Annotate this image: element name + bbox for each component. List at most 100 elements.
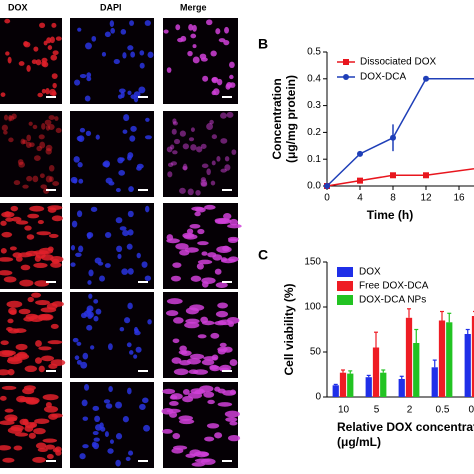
cell bbox=[179, 187, 186, 194]
cell bbox=[116, 245, 123, 253]
cell bbox=[5, 217, 14, 222]
cell bbox=[93, 315, 99, 322]
cell bbox=[41, 355, 55, 362]
bar bbox=[372, 347, 380, 397]
cell bbox=[24, 365, 37, 373]
cell bbox=[32, 175, 39, 183]
cell bbox=[74, 79, 81, 86]
cell bbox=[206, 423, 220, 429]
cell bbox=[120, 28, 127, 35]
cell bbox=[142, 397, 149, 404]
cell bbox=[6, 327, 13, 332]
cell bbox=[110, 27, 115, 34]
cell bbox=[192, 24, 197, 32]
cell bbox=[113, 58, 120, 65]
cell bbox=[182, 143, 189, 150]
cell bbox=[101, 51, 107, 57]
cell bbox=[52, 447, 60, 453]
bar bbox=[464, 334, 471, 397]
cell bbox=[122, 52, 127, 59]
cell bbox=[139, 62, 145, 69]
cell bbox=[187, 50, 193, 57]
cell bbox=[122, 229, 129, 237]
y-tick-label: 0 bbox=[315, 392, 321, 403]
cell bbox=[166, 310, 179, 317]
cell bbox=[210, 180, 216, 186]
bar bbox=[413, 343, 420, 397]
cell bbox=[25, 397, 40, 404]
cell bbox=[217, 319, 233, 326]
cell bbox=[94, 257, 102, 264]
cell bbox=[124, 317, 131, 324]
cell bbox=[33, 155, 41, 161]
cell bbox=[175, 243, 189, 250]
cell bbox=[179, 249, 190, 256]
cell bbox=[201, 281, 209, 288]
cell bbox=[31, 292, 42, 298]
cell bbox=[127, 302, 133, 310]
cell bbox=[229, 421, 238, 426]
cell bbox=[201, 359, 215, 366]
cell bbox=[214, 386, 221, 392]
cell bbox=[15, 220, 29, 225]
cell bbox=[28, 432, 36, 439]
legend-swatch bbox=[337, 267, 353, 277]
cell bbox=[162, 388, 176, 394]
cell bbox=[128, 186, 134, 192]
cell bbox=[29, 205, 45, 212]
cell bbox=[17, 252, 33, 258]
cell bbox=[138, 86, 146, 94]
cell bbox=[26, 65, 31, 72]
cell bbox=[77, 162, 83, 168]
chart: B 0.0 0.1 0.2 0.3 0.4 0.5 Concentration (μg/mg p… bbox=[258, 36, 474, 222]
cell bbox=[13, 180, 21, 186]
cell bbox=[37, 447, 48, 452]
cell bbox=[109, 439, 114, 444]
cell bbox=[76, 341, 82, 346]
cell bbox=[5, 51, 10, 56]
cell bbox=[0, 420, 15, 426]
cell bbox=[0, 270, 13, 276]
cell bbox=[48, 233, 59, 238]
cell bbox=[85, 42, 92, 50]
cell bbox=[78, 245, 84, 253]
cell bbox=[127, 90, 132, 96]
cell bbox=[210, 50, 217, 57]
cell bbox=[79, 453, 86, 460]
bar bbox=[365, 377, 372, 397]
cell bbox=[1, 350, 16, 356]
cell bbox=[147, 51, 154, 58]
cell bbox=[0, 248, 7, 254]
cell bbox=[127, 45, 134, 51]
cell bbox=[184, 321, 200, 329]
cell bbox=[207, 399, 215, 405]
cell bbox=[209, 365, 221, 372]
cell bbox=[119, 157, 125, 162]
cell bbox=[129, 135, 136, 142]
cell bbox=[119, 327, 125, 332]
cell bbox=[126, 243, 133, 250]
cell bbox=[118, 170, 126, 176]
cell bbox=[125, 456, 131, 462]
cell bbox=[121, 268, 129, 275]
cell bbox=[104, 263, 111, 268]
cell bbox=[99, 275, 105, 282]
cell bbox=[42, 394, 59, 401]
cell bbox=[115, 401, 123, 409]
y-tick-label: 0.2 bbox=[307, 127, 321, 138]
cell bbox=[169, 411, 178, 418]
cell bbox=[41, 122, 46, 130]
cell bbox=[228, 238, 238, 244]
y-axis-label: Concentration bbox=[270, 78, 284, 159]
cell bbox=[40, 307, 57, 313]
cell bbox=[32, 456, 46, 463]
cell bbox=[195, 189, 201, 196]
cell bbox=[173, 317, 184, 324]
cell bbox=[222, 245, 230, 252]
cell bbox=[128, 450, 134, 456]
cell bbox=[35, 59, 42, 66]
cell bbox=[79, 73, 87, 79]
cell bbox=[175, 24, 181, 31]
cell bbox=[203, 356, 218, 361]
legend-swatch bbox=[337, 295, 353, 305]
